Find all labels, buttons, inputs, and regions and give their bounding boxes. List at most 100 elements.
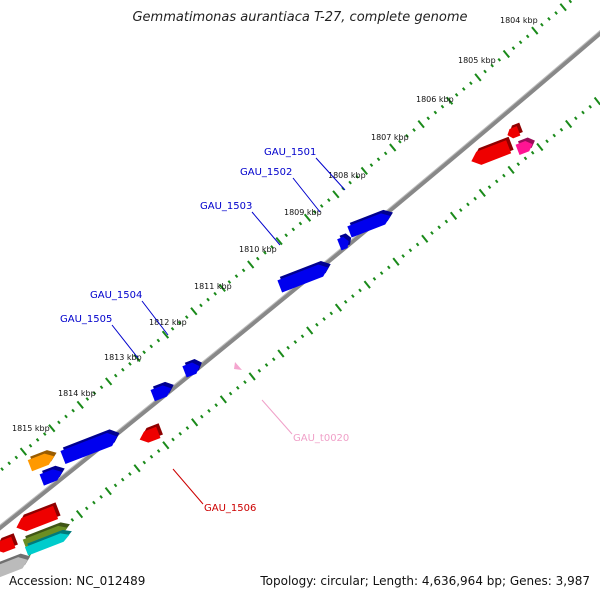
bottom-track-tick — [171, 437, 175, 442]
bottom-track-tick — [437, 225, 441, 230]
gene-label-leader — [141, 300, 169, 336]
top-track-tick — [291, 227, 296, 232]
top-track-tick — [490, 63, 494, 68]
gene-red-top-small — [507, 122, 523, 139]
bottom-track-tick — [581, 110, 585, 115]
gene-red-top-small-body — [507, 126, 521, 139]
gene-gau-1506 — [139, 423, 163, 443]
bottom-track-tick — [473, 196, 477, 201]
top-track-tick — [417, 120, 425, 129]
gene-orange — [27, 450, 57, 472]
gene-label: GAU_1505 — [60, 314, 112, 325]
gene-orange-body — [27, 453, 55, 472]
bottom-track-tick — [552, 133, 557, 138]
bottom-track-tick — [458, 208, 463, 212]
top-track-tick — [474, 73, 482, 82]
bottom-track-tick — [178, 431, 183, 436]
bottom-track-tick — [228, 391, 233, 396]
top-track-tick — [199, 303, 203, 308]
bottom-track-tick — [162, 441, 170, 450]
bottom-track-tick — [343, 299, 348, 304]
kbp-label: 1806 kbp — [416, 95, 454, 104]
top-track-tick — [28, 443, 33, 448]
bottom-track-tick — [401, 254, 405, 258]
kbp-label: 1812 kbp — [149, 318, 187, 327]
kbp-label: 1814 kbp — [58, 389, 96, 398]
top-track-tick — [35, 438, 40, 442]
bottom-track-tick — [516, 162, 521, 167]
top-track-tick — [270, 245, 274, 249]
gene-label: GAU_1501 — [264, 147, 316, 158]
top-track-tick — [218, 283, 226, 292]
top-track-tick — [284, 233, 288, 238]
top-track-tick — [461, 87, 466, 91]
bottom-track-tick — [200, 414, 204, 419]
bottom-track-tick — [372, 277, 377, 281]
bottom-track-tick — [235, 386, 240, 390]
gene-gau-1505-body — [150, 385, 172, 402]
gene-magenta — [515, 137, 535, 156]
gene-label-leader — [292, 177, 321, 213]
gene-blue-small-body — [39, 469, 63, 486]
gene-label-leader — [172, 468, 204, 505]
bottom-track-tick — [379, 271, 384, 276]
top-track-tick — [275, 236, 283, 246]
gene-blue-long — [60, 429, 120, 464]
gene-blue-long-body — [60, 432, 118, 464]
bottom-track-tick — [351, 294, 355, 298]
top-track-tick — [502, 49, 511, 59]
gene-gau-1502 — [337, 233, 352, 251]
bottom-track-tick — [185, 426, 190, 430]
top-track-tick — [440, 104, 445, 109]
bottom-track-tick — [243, 380, 247, 385]
bottom-track-tick — [487, 185, 492, 189]
top-track-tick — [360, 166, 368, 176]
gene-red-edge — [0, 533, 18, 553]
bottom-track-tick — [334, 303, 343, 312]
tick-track-top — [0, 0, 573, 472]
top-track-tick — [332, 190, 340, 199]
top-track-tick — [149, 344, 154, 349]
gene-magenta-body — [515, 141, 533, 156]
top-track-tick — [445, 96, 454, 105]
gene-red-top-body — [471, 140, 512, 165]
bottom-track-tick — [156, 449, 161, 453]
top-track-tick — [398, 139, 402, 144]
bottom-track-tick — [421, 234, 429, 243]
kbp-label: 1804 kbp — [500, 16, 538, 25]
top-track-tick — [518, 40, 523, 45]
bottom-track-tick — [149, 454, 154, 459]
gene-label-leader — [111, 324, 139, 359]
gene-gray-body — [0, 557, 28, 578]
bottom-track-tick — [248, 372, 256, 381]
gene-gau-1504 — [182, 359, 202, 378]
top-track-tick — [121, 367, 125, 372]
genes — [0, 122, 535, 578]
bottom-track-tick — [387, 265, 391, 270]
top-track-tick — [319, 204, 324, 208]
top-track-tick — [568, 0, 573, 4]
bottom-track-tick — [293, 340, 298, 344]
bottom-track-tick — [257, 368, 262, 373]
bottom-track-tick — [494, 179, 499, 184]
top-track-tick — [525, 34, 530, 39]
kbp-label: 1805 kbp — [458, 56, 496, 65]
bottom-track-tick — [444, 219, 449, 224]
top-track-tick — [497, 57, 502, 62]
top-track-tick — [170, 326, 175, 331]
bottom-track-tick — [271, 357, 276, 362]
gene-gau-1503-body — [277, 264, 329, 293]
bottom-track-tick — [75, 509, 84, 519]
top-track-tick — [184, 315, 189, 319]
top-track-tick — [355, 174, 360, 179]
top-track-tick — [234, 274, 239, 279]
gene-label: GAU_t0020 — [293, 433, 349, 444]
bottom-track-tick — [219, 395, 227, 404]
bottom-track-tick — [84, 506, 89, 511]
map-title: Gemmatimonas aurantiaca T-27, complete g… — [132, 10, 468, 25]
top-track-tick — [348, 180, 352, 185]
bottom-track-tick — [545, 139, 549, 144]
bottom-track-tick — [120, 477, 125, 482]
top-track-tick — [71, 408, 75, 413]
top-track-tick — [454, 93, 459, 97]
